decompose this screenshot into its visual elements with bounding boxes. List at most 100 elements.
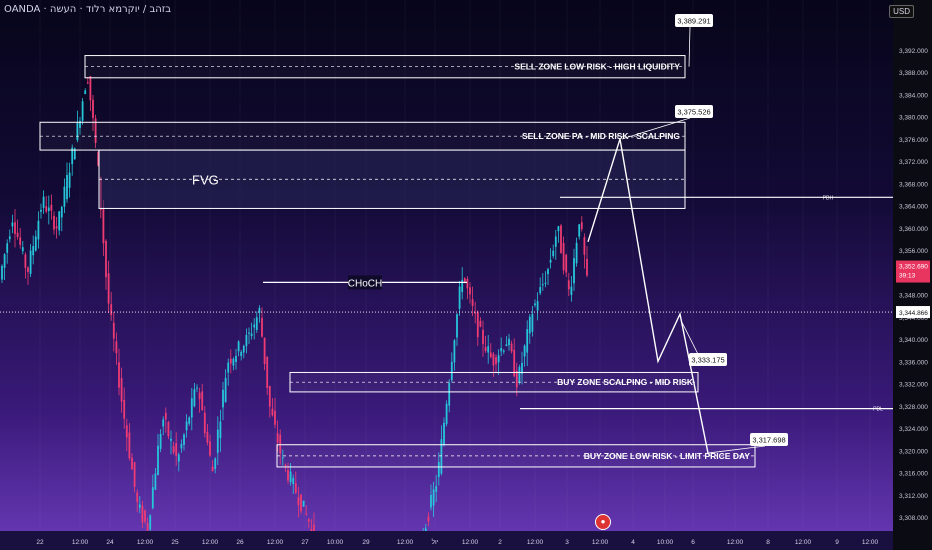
candle-body [487,346,490,353]
candle-body [495,357,497,365]
y-tick-label: 3,360.000 [899,226,928,233]
candle-body [110,304,113,315]
y-tick-label: 3,364.000 [899,204,928,211]
candle-body [484,347,487,352]
candle-body [214,458,217,470]
x-tick-label: 12:00 [137,539,154,546]
x-tick-label: 10:00 [327,539,344,546]
candle-body [136,492,139,502]
candle-body [279,434,282,454]
current-price: 3,352.690 [899,264,928,271]
x-tick-label: 12:00 [72,539,89,546]
flag-icon[interactable]: ● [595,514,611,530]
candle-body [302,500,305,507]
candle-body [570,286,573,295]
candle-body [128,432,131,459]
candle-body [21,247,24,252]
candle-body [427,516,430,522]
y-tick-label: 3,376.000 [899,137,928,144]
candle-body [162,419,165,427]
candle-body [500,348,503,352]
candle-body [469,287,471,295]
candle-body [430,494,432,508]
candle-body [42,196,45,208]
zone-label: SELL ZONE PA - MID RISK - SCALPING [522,131,680,141]
candle-body [79,120,81,128]
callout-pointer [707,445,766,454]
y-tick-label: 3,312.000 [899,493,928,500]
candle-body [287,470,289,481]
candle-body [73,148,76,160]
candle-body [435,486,438,492]
candle-body [188,417,191,424]
y-tick-label: 3,392.000 [899,48,928,55]
x-tick-label: 24 [106,539,114,546]
candle-body [536,301,539,311]
candle-body [271,408,274,416]
level-badge [896,306,930,319]
target-label: 3,389.291 [677,17,710,26]
candle-body [47,207,50,211]
candle-body [157,445,159,476]
candle-body [510,343,513,352]
candle-body [440,439,443,474]
x-tick-label: 12:00 [267,539,284,546]
candle-body [118,362,120,388]
candle-body [115,341,118,354]
candle-body [565,254,568,273]
candle-body [206,431,209,443]
candle-body [60,206,63,218]
dotted-level-label: 3,344.866 [899,310,928,317]
candle-body [466,278,469,289]
candle-body [159,433,162,449]
candle-body [185,421,188,431]
candle-body [19,237,22,245]
candle-body [219,421,222,439]
candle-body [154,473,157,490]
candle-body [92,99,94,119]
level-label: PDH [823,195,834,201]
candle-body [268,385,271,407]
candle-body [66,174,68,200]
candle-body [164,412,167,420]
candle-body [209,441,211,456]
candle-body [461,279,464,292]
candle-body [37,220,40,240]
candle-body [432,489,435,506]
candle-body [68,172,71,188]
candle-body [34,236,37,251]
candle-body [456,314,458,338]
candle-body [125,425,128,438]
target-label: 3,375.526 [677,108,710,117]
currency-label[interactable]: USD [889,5,914,18]
candle-body [102,207,105,244]
candle-body [554,236,557,247]
x-tick-label: 12:00 [397,539,414,546]
x-tick-label: 25 [171,539,179,546]
candle-body [32,246,35,256]
x-tick-label: 12:00 [462,539,479,546]
candle-body [84,90,87,95]
candle-body [497,355,500,363]
candle-body [523,345,526,357]
candle-body [539,287,542,294]
x-tick-label: 29 [362,539,370,546]
candle-body [211,466,214,472]
target-label: 3,317.698 [752,436,785,445]
candle-body [50,204,53,211]
candle-body [170,438,172,441]
y-tick-label: 3,316.000 [899,471,928,478]
candle-body [89,76,92,101]
candle-body [284,464,287,466]
x-tick-label: 26 [236,539,244,546]
candle-body [307,519,310,522]
x-tick-label: 12:00 [592,539,609,546]
candle-body [24,254,27,268]
x-tick-label: 4 [631,539,635,546]
candle-body [8,236,11,240]
candle-body [71,147,74,165]
candle-body [131,457,133,470]
callout-box [750,433,788,446]
candle-body [562,243,565,271]
